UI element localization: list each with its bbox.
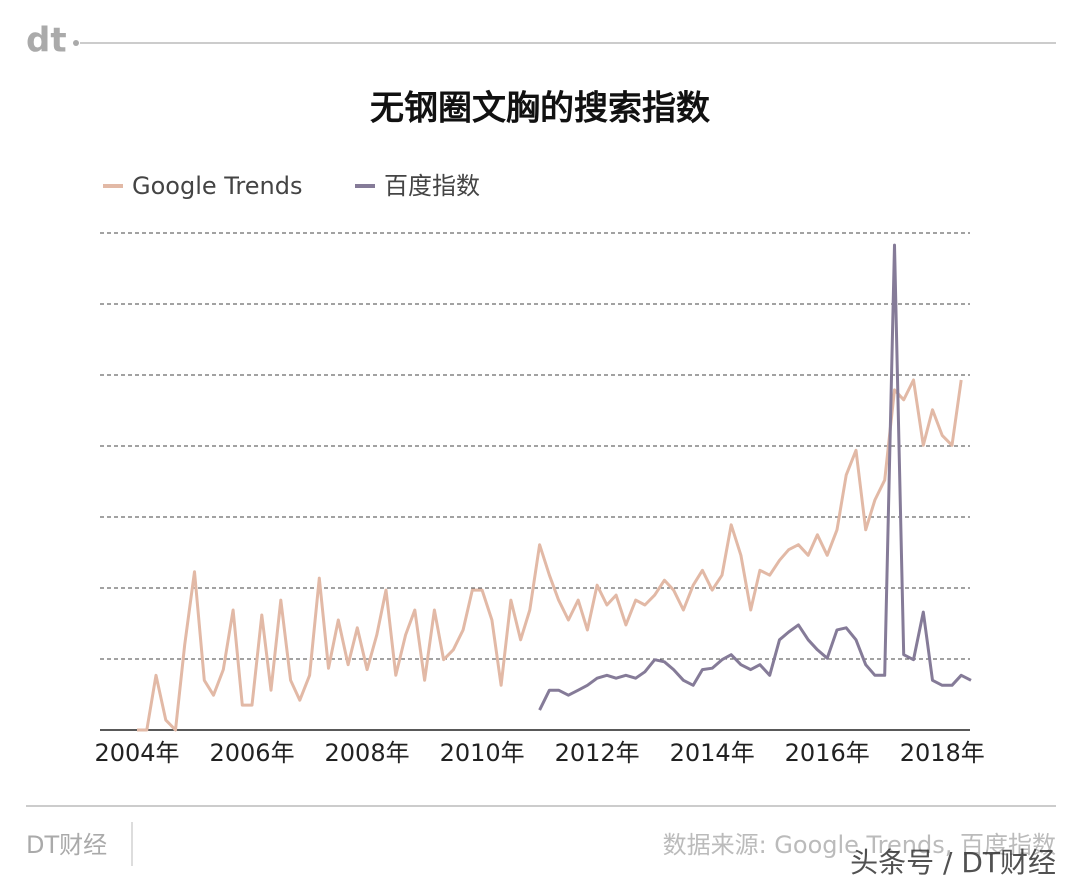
x-tick-label: 2010年 <box>440 739 525 767</box>
x-tick-label: 2006年 <box>209 739 294 767</box>
x-tick-label: 2012年 <box>555 739 640 767</box>
x-tick-label: 2008年 <box>325 739 410 767</box>
x-tick-label: 2018年 <box>900 739 985 767</box>
series-line <box>538 243 972 711</box>
legend-label: 百度指数 <box>384 172 480 200</box>
x-tick-label: 2004年 <box>94 739 179 767</box>
logo: dt <box>26 21 67 61</box>
watermark: 头条号 / DT财经 <box>850 846 1056 879</box>
footer-source: 数据来源: Google Trends, 百度指数 <box>663 831 1056 859</box>
series-line <box>137 378 963 732</box>
footer-brand: DT财经 <box>26 831 107 859</box>
logo-dot <box>73 40 79 46</box>
legend-label: Google Trends <box>132 172 302 200</box>
chart-title: 无钢圈文胸的搜索指数 <box>370 89 710 129</box>
x-tick-label: 2016年 <box>785 739 870 767</box>
x-tick-label: 2014年 <box>670 739 755 767</box>
